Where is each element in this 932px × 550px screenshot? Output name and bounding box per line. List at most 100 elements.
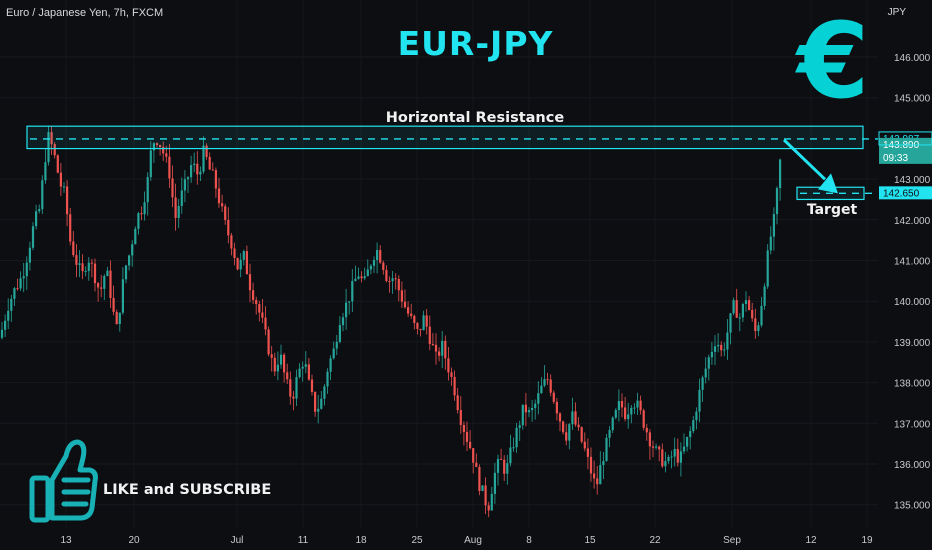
candle-body <box>658 446 661 450</box>
candle-body <box>258 304 261 313</box>
candle-body <box>385 269 388 281</box>
candle-body <box>180 190 183 206</box>
candle-body <box>69 214 72 242</box>
candle-body <box>230 235 233 249</box>
candle-body <box>661 449 664 467</box>
candle-body <box>177 205 180 218</box>
candle-body <box>87 262 90 272</box>
candle-body <box>775 188 779 215</box>
candle-body <box>589 456 593 474</box>
candle-body <box>472 448 475 463</box>
candle-body <box>255 300 258 305</box>
candle-body <box>413 315 416 323</box>
candle-body <box>453 376 456 396</box>
candle-body <box>112 297 115 312</box>
candle-body <box>372 260 376 266</box>
candle-body <box>754 318 757 332</box>
candle-body <box>317 408 320 412</box>
candle-body <box>93 263 97 284</box>
candle-body <box>400 290 403 302</box>
candle-body <box>202 145 205 172</box>
candle-body <box>583 441 586 449</box>
candle-body <box>444 340 447 359</box>
candle-body <box>304 364 307 367</box>
candle-body <box>428 326 431 345</box>
candle-body <box>53 144 56 156</box>
candle-body <box>379 250 382 263</box>
candle-body <box>196 163 199 175</box>
candle-body <box>602 460 605 466</box>
candle-body <box>496 458 500 473</box>
candle-body <box>134 228 137 245</box>
candle-body <box>469 441 472 449</box>
candle-body <box>47 132 50 163</box>
candle-body <box>106 270 109 276</box>
candle-body <box>97 283 100 288</box>
candle-body <box>462 424 465 432</box>
candle-body <box>314 391 317 412</box>
candle-body <box>233 248 236 258</box>
candle-body <box>289 379 292 397</box>
candle-body <box>648 432 651 447</box>
candle-body <box>531 407 534 411</box>
y-tick-label: 136.000 <box>894 460 931 471</box>
candle-body <box>348 301 351 303</box>
candle-body <box>478 466 481 491</box>
candle-body <box>431 344 434 346</box>
price-axis: 146.000 145.000 143.000 142.000 141.000 140.0… <box>894 53 931 512</box>
x-tick-label: Aug <box>464 535 482 546</box>
candle-body <box>617 401 620 411</box>
candle-body <box>332 348 335 359</box>
candle-body <box>13 288 16 299</box>
candle-body <box>221 203 224 207</box>
candle-body <box>208 156 211 170</box>
candle-body <box>645 427 648 433</box>
candle-body <box>633 407 636 409</box>
candle-body <box>186 177 190 180</box>
candle-body <box>25 262 28 277</box>
candle-body <box>521 404 524 426</box>
candle-body <box>512 447 515 449</box>
candle-body <box>109 270 112 298</box>
symbol-label: Euro / Japanese Yen, 7h, FXCM <box>6 7 164 19</box>
x-tick-label: 13 <box>60 535 72 546</box>
thumbs-up-icon[interactable] <box>28 434 100 524</box>
candle-body <box>326 371 329 387</box>
candle-body <box>627 414 630 420</box>
candle-body <box>744 300 748 304</box>
candle-body <box>16 288 19 290</box>
candle-body <box>35 211 38 227</box>
candle-body <box>227 219 230 236</box>
candle-body <box>78 263 81 265</box>
y-tick-label: 145.000 <box>894 94 931 105</box>
candle-body <box>270 354 273 358</box>
candle-body <box>44 162 47 181</box>
candle-body <box>118 312 121 325</box>
candle-body <box>630 407 633 415</box>
candle-body <box>543 379 546 386</box>
candle-body <box>419 328 422 331</box>
candle-body <box>75 255 78 265</box>
y-tick-label: 141.000 <box>894 257 931 268</box>
candle-body <box>686 437 689 447</box>
candle-body <box>487 505 490 511</box>
candle-body <box>438 351 441 356</box>
x-tick-label: 25 <box>411 535 423 546</box>
candle-body <box>152 143 155 151</box>
candle-body <box>199 171 202 175</box>
x-tick-label: Jul <box>231 535 244 546</box>
candle-body <box>772 214 775 237</box>
candle-body <box>599 465 602 485</box>
candle-body <box>713 346 717 352</box>
candle-body <box>670 456 673 458</box>
x-tick-label: 20 <box>128 535 140 546</box>
candle-body <box>38 209 41 212</box>
x-tick-label: 12 <box>805 535 817 546</box>
candle-body <box>62 186 66 188</box>
svg-text:142.650: 142.650 <box>883 188 920 199</box>
candle-body <box>577 424 580 428</box>
candle-body <box>732 300 735 314</box>
x-tick-label: Sep <box>723 535 741 546</box>
